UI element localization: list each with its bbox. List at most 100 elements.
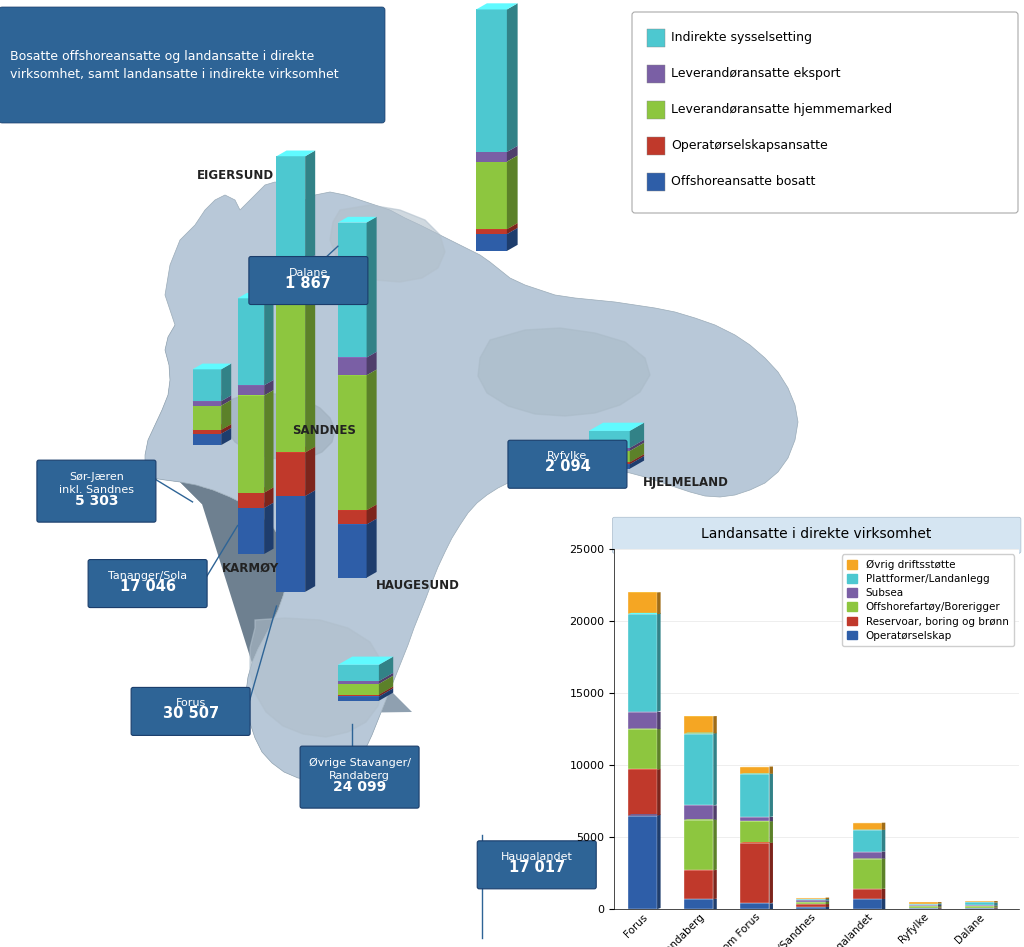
Text: Bosatte offshoreansatte og landansatte i direkte
virksomhet, samt landansatte i : Bosatte offshoreansatte og landansatte i… [10, 49, 339, 80]
Bar [965, 906, 994, 907]
Polygon shape [476, 228, 517, 234]
Polygon shape [246, 690, 412, 780]
Polygon shape [305, 273, 315, 453]
Polygon shape [264, 488, 273, 508]
Polygon shape [367, 369, 377, 510]
Polygon shape [589, 431, 630, 448]
Polygon shape [628, 814, 660, 815]
Polygon shape [338, 684, 379, 695]
Bar [853, 899, 882, 909]
Polygon shape [238, 298, 264, 385]
Bar [797, 904, 825, 907]
Text: Haugalandet: Haugalandet [501, 852, 572, 862]
Text: Sør-Jæren
inkl. Sandnes: Sør-Jæren inkl. Sandnes [59, 473, 134, 494]
Polygon shape [338, 672, 393, 681]
Polygon shape [250, 618, 384, 737]
Text: Leverandøransatte eksport: Leverandøransatte eksport [671, 66, 841, 80]
Polygon shape [338, 665, 379, 681]
Bar [684, 820, 714, 870]
Polygon shape [238, 396, 264, 492]
Polygon shape [238, 503, 273, 508]
Polygon shape [476, 9, 507, 152]
Polygon shape [478, 328, 650, 416]
Polygon shape [994, 901, 997, 902]
Bar [684, 716, 714, 734]
Polygon shape [825, 907, 829, 909]
Polygon shape [714, 805, 717, 820]
Polygon shape [825, 904, 829, 907]
Polygon shape [305, 447, 315, 496]
Polygon shape [938, 905, 941, 906]
Polygon shape [589, 439, 644, 448]
Text: 24 099: 24 099 [333, 780, 386, 795]
Polygon shape [180, 482, 288, 714]
Text: 1 867: 1 867 [286, 276, 332, 291]
Bar [684, 806, 714, 820]
Polygon shape [193, 434, 221, 445]
Polygon shape [476, 146, 517, 152]
Polygon shape [193, 424, 231, 430]
Polygon shape [589, 443, 644, 451]
Polygon shape [367, 519, 377, 578]
FancyBboxPatch shape [632, 12, 1018, 213]
FancyBboxPatch shape [647, 29, 665, 47]
Polygon shape [193, 405, 221, 430]
Polygon shape [276, 278, 305, 453]
Polygon shape [630, 443, 644, 462]
Bar [628, 815, 657, 909]
Polygon shape [379, 672, 393, 684]
Polygon shape [714, 870, 717, 899]
FancyBboxPatch shape [249, 257, 368, 305]
Bar [684, 734, 714, 806]
Text: Indirekte sysselsetting: Indirekte sysselsetting [671, 30, 812, 44]
Text: SAUDA: SAUDA [730, 581, 775, 594]
Polygon shape [882, 823, 886, 830]
Polygon shape [589, 462, 630, 464]
Polygon shape [221, 424, 231, 434]
Bar [797, 902, 825, 904]
Polygon shape [145, 182, 798, 780]
Polygon shape [338, 695, 379, 696]
Polygon shape [507, 155, 517, 229]
Bar [740, 774, 769, 817]
Bar [853, 851, 882, 859]
Bar [853, 859, 882, 889]
Bar [684, 899, 714, 909]
Polygon shape [264, 390, 273, 492]
Polygon shape [882, 830, 886, 851]
Text: HAUGESUND: HAUGESUND [376, 579, 460, 592]
Bar [740, 821, 769, 843]
Polygon shape [276, 496, 305, 592]
Text: 30 507: 30 507 [163, 706, 219, 722]
Polygon shape [379, 687, 393, 696]
Polygon shape [338, 675, 393, 684]
Bar [684, 870, 714, 899]
Polygon shape [476, 152, 507, 162]
Polygon shape [994, 902, 997, 905]
Polygon shape [338, 510, 367, 525]
Polygon shape [882, 889, 886, 899]
Bar [853, 830, 882, 851]
Polygon shape [222, 393, 335, 460]
Polygon shape [657, 613, 660, 712]
Polygon shape [379, 688, 393, 701]
Text: Dalane: Dalane [289, 268, 328, 277]
Polygon shape [238, 293, 273, 298]
Bar [908, 902, 938, 903]
Polygon shape [589, 451, 630, 462]
Polygon shape [338, 519, 377, 525]
Text: SANDNES: SANDNES [292, 424, 355, 438]
Text: Offshoreansatte bosatt: Offshoreansatte bosatt [671, 174, 815, 188]
Text: 2 094: 2 094 [545, 459, 590, 474]
Polygon shape [238, 508, 264, 554]
Legend: Øvrig driftsstøtte, Plattformer/Landanlegg, Subsea, Offshorefartøy/Borerigger, R: Øvrig driftsstøtte, Plattformer/Landanle… [842, 554, 1014, 646]
Polygon shape [657, 592, 660, 614]
Polygon shape [330, 205, 445, 282]
Polygon shape [882, 858, 886, 889]
Text: EIGERSUND: EIGERSUND [197, 169, 274, 182]
Polygon shape [825, 902, 829, 904]
Polygon shape [714, 819, 717, 870]
Polygon shape [193, 364, 231, 369]
Polygon shape [264, 293, 273, 385]
Polygon shape [221, 396, 231, 405]
